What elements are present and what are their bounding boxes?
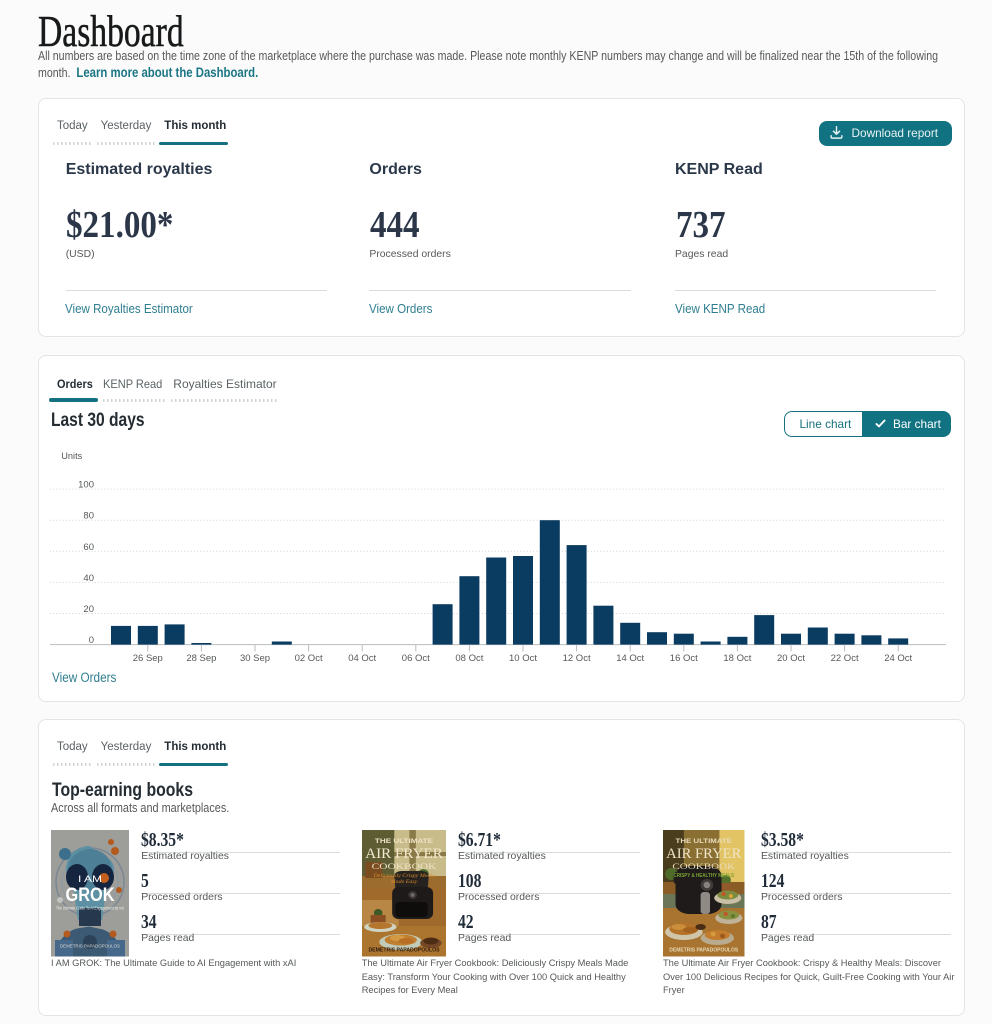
- svg-text:20: 20: [83, 604, 94, 615]
- svg-text:COOKBOOK: COOKBOOK: [672, 861, 736, 871]
- svg-text:22 Oct: 22 Oct: [831, 653, 859, 664]
- svg-text:COOKBOOK: COOKBOOK: [371, 861, 436, 871]
- svg-text:0: 0: [89, 635, 94, 646]
- svg-text:60: 60: [83, 542, 94, 553]
- svg-text:DEMETRIS PAPADOPOULOS: DEMETRIS PAPADOPOULOS: [368, 948, 439, 954]
- svg-text:26 Sep: 26 Sep: [133, 653, 163, 664]
- svg-text:10 Oct: 10 Oct: [509, 653, 537, 664]
- svg-text:AIR FRYER: AIR FRYER: [666, 846, 741, 862]
- svg-text:DEMETRIS PAPADOPOULOS: DEMETRIS PAPADOPOULOS: [60, 944, 120, 950]
- svg-text:30 Sep: 30 Sep: [240, 653, 270, 664]
- svg-text:AIR FRYER: AIR FRYER: [365, 846, 444, 861]
- svg-text:04 Oct: 04 Oct: [348, 653, 376, 664]
- svg-text:100: 100: [78, 480, 94, 491]
- svg-text:18 Oct: 18 Oct: [723, 653, 751, 664]
- svg-text:Deliciously Crispy Meals: Deliciously Crispy Meals: [372, 873, 435, 879]
- svg-text:20 Oct: 20 Oct: [777, 653, 805, 664]
- svg-text:06 Oct: 06 Oct: [402, 653, 430, 664]
- svg-text:16 Oct: 16 Oct: [670, 653, 698, 664]
- svg-text:THE ULTIMATE: THE ULTIMATE: [375, 838, 434, 845]
- svg-text:I AM: I AM: [78, 874, 102, 885]
- svg-text:12 Oct: 12 Oct: [563, 653, 591, 664]
- svg-text:14 Oct: 14 Oct: [616, 653, 644, 664]
- svg-text:02 Oct: 02 Oct: [295, 653, 323, 664]
- svg-text:40: 40: [83, 573, 94, 584]
- svg-text:Units: Units: [61, 451, 82, 461]
- svg-text:DEMETRIS PAPADOPOULOS: DEMETRIS PAPADOPOULOS: [669, 948, 738, 954]
- svg-text:08 Oct: 08 Oct: [455, 653, 483, 664]
- svg-text:GROK: GROK: [66, 885, 115, 906]
- svg-text:The Ultimate Guide To AI Engag: The Ultimate Guide To AI Engagement by x…: [56, 906, 124, 911]
- svg-text:THE ULTIMATE: THE ULTIMATE: [676, 838, 733, 845]
- svg-text:28 Sep: 28 Sep: [186, 653, 216, 664]
- svg-text:24 Oct: 24 Oct: [884, 653, 912, 664]
- svg-text:CRISPY & HEALTHY MEALS: CRISPY & HEALTHY MEALS: [673, 873, 734, 879]
- svg-text:Made Easy: Made Easy: [389, 879, 417, 885]
- svg-text:80: 80: [83, 511, 94, 522]
